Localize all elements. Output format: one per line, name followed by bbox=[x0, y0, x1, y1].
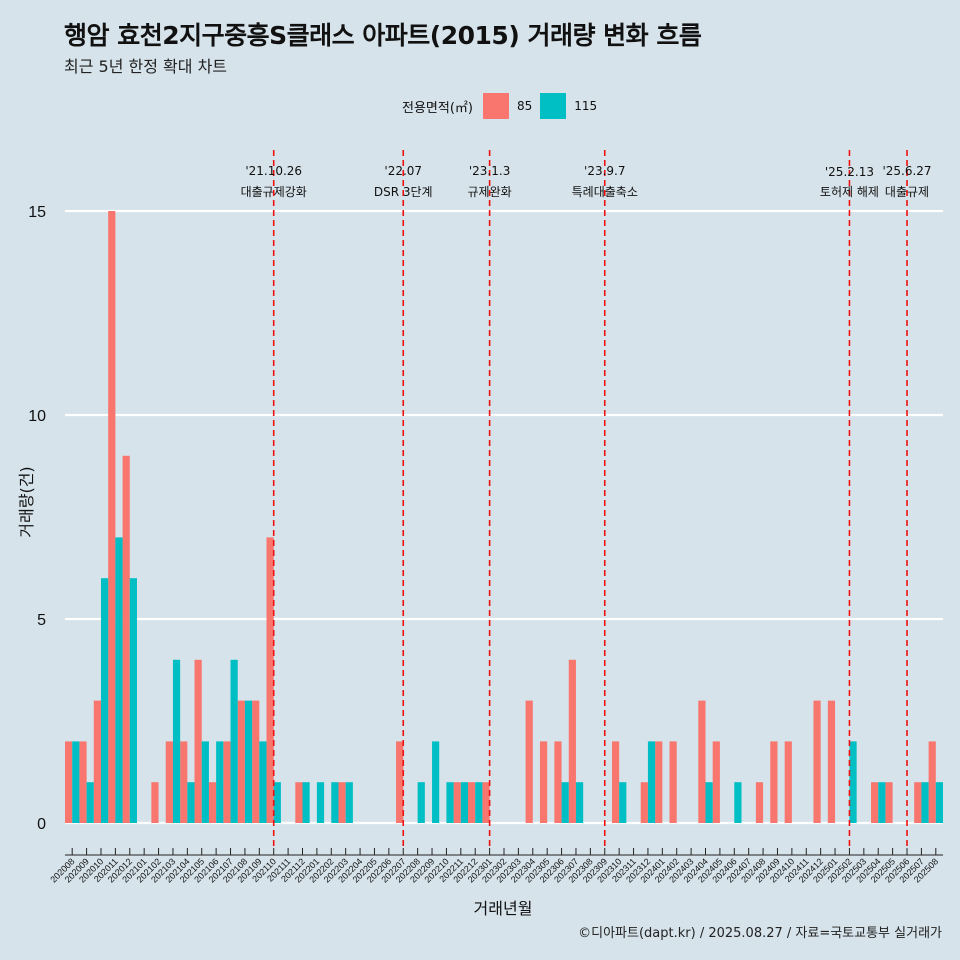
event-date: '22.07 bbox=[384, 164, 422, 178]
bar-85-202305 bbox=[539, 741, 548, 823]
bar-115-202201 bbox=[316, 782, 325, 823]
y-tick-label: 5 bbox=[37, 612, 46, 629]
bar-85-202211 bbox=[453, 782, 461, 823]
bar-85-202112 bbox=[295, 782, 303, 823]
bar-85-202401 bbox=[655, 741, 663, 823]
legend-label-115: 115 bbox=[574, 99, 598, 113]
legend-key-115 bbox=[540, 93, 567, 119]
bar-115-202103 bbox=[172, 659, 181, 823]
bar-115-202312 bbox=[647, 741, 656, 823]
bar-85-202404 bbox=[698, 700, 706, 823]
bar-85-202409 bbox=[770, 741, 778, 823]
bar-85-202408 bbox=[755, 782, 764, 823]
chart-subtitle: 최근 5년 한정 확대 차트 bbox=[64, 57, 228, 76]
bar-85-202301 bbox=[482, 782, 490, 823]
bar-85-202307 bbox=[568, 659, 576, 823]
bar-115-202212 bbox=[475, 782, 483, 823]
bar-115-202307 bbox=[575, 782, 584, 823]
event-label: 대출규제 bbox=[885, 185, 929, 199]
bar-85-202508 bbox=[928, 741, 936, 823]
bar-85-202110 bbox=[266, 537, 274, 823]
event-date: '21.10.26 bbox=[245, 164, 302, 178]
bar-115-202009 bbox=[86, 782, 94, 823]
bar-85-202010 bbox=[93, 700, 101, 823]
bar-115-202112 bbox=[302, 782, 310, 823]
event-label: 대출규제강화 bbox=[241, 185, 307, 199]
event-date: '25.6.27 bbox=[882, 164, 931, 178]
event-label: DSR 3단계 bbox=[374, 185, 433, 199]
bar-115-202209 bbox=[432, 741, 440, 823]
bar-115-202203 bbox=[345, 782, 353, 823]
bar-85-202312 bbox=[640, 782, 648, 823]
bar-115-202110 bbox=[273, 782, 281, 823]
legend-title: 전용면적(㎡) bbox=[402, 100, 473, 116]
bar-85-202412 bbox=[813, 700, 821, 823]
bar-115-202404 bbox=[705, 782, 713, 823]
bar-85-202304 bbox=[525, 700, 533, 823]
legend: 전용면적(㎡) 85 115 bbox=[402, 93, 605, 119]
bar-85-202402 bbox=[669, 741, 677, 823]
event-label: 특례대출축소 bbox=[572, 185, 638, 199]
bar-115-202210 bbox=[446, 782, 454, 823]
bar-115-202106 bbox=[216, 741, 224, 823]
event-label: 규제완화 bbox=[468, 185, 512, 199]
bar-85-202310 bbox=[611, 741, 620, 823]
bar-85-202107 bbox=[223, 741, 231, 823]
bar-85-202207 bbox=[396, 741, 404, 823]
legend-label-85: 85 bbox=[516, 99, 533, 113]
bar-85-202008 bbox=[64, 741, 73, 823]
bar-115-202107 bbox=[230, 659, 238, 823]
bar-85-202011 bbox=[108, 211, 116, 823]
bar-85-202405 bbox=[712, 741, 720, 823]
event-date: '23.9.7 bbox=[584, 164, 625, 178]
bar-115-202502 bbox=[849, 741, 857, 823]
bar-85-202009 bbox=[79, 741, 87, 823]
bar-85-202102 bbox=[151, 782, 159, 823]
bar-85-202105 bbox=[194, 659, 202, 823]
bar-115-202105 bbox=[201, 741, 209, 823]
chart-title: 행암 효천2지구중흥S클래스 아파트(2015) 거래량 변화 흐름 bbox=[64, 21, 702, 50]
y-tick-label: 0 bbox=[37, 816, 46, 833]
bar-85-202203 bbox=[338, 782, 346, 823]
bar-85-202306 bbox=[554, 741, 562, 823]
event-date: '23.1.3 bbox=[469, 164, 510, 178]
bar-115-202504 bbox=[878, 782, 886, 823]
bar-115-202507 bbox=[921, 782, 929, 823]
y-axis-title: 거래량(건) bbox=[17, 466, 36, 537]
bar-115-202508 bbox=[935, 782, 944, 823]
bar-115-202202 bbox=[331, 782, 339, 823]
bar-85-202501 bbox=[827, 700, 836, 823]
bar-85-202108 bbox=[237, 700, 245, 823]
bar-115-202306 bbox=[561, 782, 569, 823]
x-axis-title: 거래년월 bbox=[474, 899, 533, 918]
bar-85-202103 bbox=[165, 741, 173, 823]
bar-115-202208 bbox=[417, 782, 425, 823]
bar-85-202507 bbox=[914, 782, 922, 823]
bar-85-202104 bbox=[180, 741, 188, 823]
bar-85-202212 bbox=[468, 782, 476, 823]
bar-85-202410 bbox=[784, 741, 792, 823]
bar-85-202012 bbox=[122, 455, 130, 823]
bar-115-202012 bbox=[129, 578, 137, 823]
bar-115-202011 bbox=[115, 537, 123, 823]
bar-85-202109 bbox=[252, 700, 260, 823]
bar-115-202104 bbox=[187, 782, 195, 823]
event-date: '25.2.13 bbox=[825, 165, 874, 179]
bar-85-202505 bbox=[885, 782, 893, 823]
event-label: 토허제 해제 bbox=[820, 185, 879, 199]
y-tick-label: 15 bbox=[28, 204, 46, 221]
bar-115-202108 bbox=[244, 700, 253, 823]
bar-115-202008 bbox=[72, 741, 80, 823]
bar-115-202109 bbox=[259, 741, 267, 823]
bar-85-202106 bbox=[208, 782, 217, 823]
bar-115-202310 bbox=[619, 782, 627, 823]
bar-115-202406 bbox=[734, 782, 742, 823]
bar-115-202010 bbox=[100, 578, 109, 823]
legend-key-85 bbox=[482, 93, 509, 119]
source-caption: ©디아파트(dapt.kr) / 2025.08.27 / 자료=국토교통부 실… bbox=[578, 926, 942, 941]
bar-115-202211 bbox=[460, 782, 469, 823]
y-tick-label: 10 bbox=[28, 408, 46, 425]
bar-85-202504 bbox=[871, 782, 879, 823]
